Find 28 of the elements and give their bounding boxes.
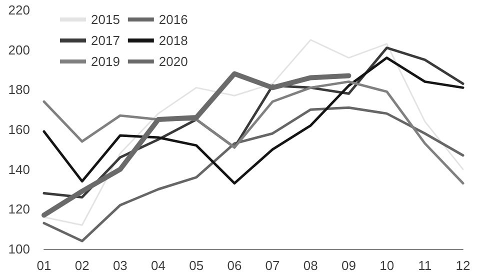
y-tick-label: 120 [8,202,30,217]
x-tick-label: 03 [112,258,128,273]
legend-label: 2020 [158,54,188,69]
y-tick-label: 140 [8,162,30,177]
x-tick-label: 06 [227,258,242,273]
x-tick-label: 12 [456,258,470,273]
x-tick-label: 07 [265,258,280,273]
line-series [42,56,464,185]
x-tick-label: 01 [36,258,52,273]
x-tick-label: 04 [151,258,166,273]
line-series [42,80,464,185]
legend-label: 2017 [91,33,120,48]
y-tick-label: 220 [8,2,30,18]
x-tick-label: 05 [189,258,204,273]
y-tick-label: 180 [8,82,30,98]
legend-label: 2016 [158,12,188,27]
y-tick-label: 200 [8,42,30,58]
y-tick-label: 100 [8,242,30,256]
legend-label: 2015 [91,12,120,27]
x-tick-label: 08 [303,258,318,273]
x-tick-label: 09 [341,258,356,273]
x-tick-label: 02 [74,258,90,273]
y-tick-label: 160 [8,122,30,137]
legend-label: 2018 [158,33,188,48]
x-tick-label: 10 [380,258,394,273]
line-series [42,106,464,242]
legend-label: 2019 [91,54,120,69]
x-tick-label: 11 [418,258,432,273]
